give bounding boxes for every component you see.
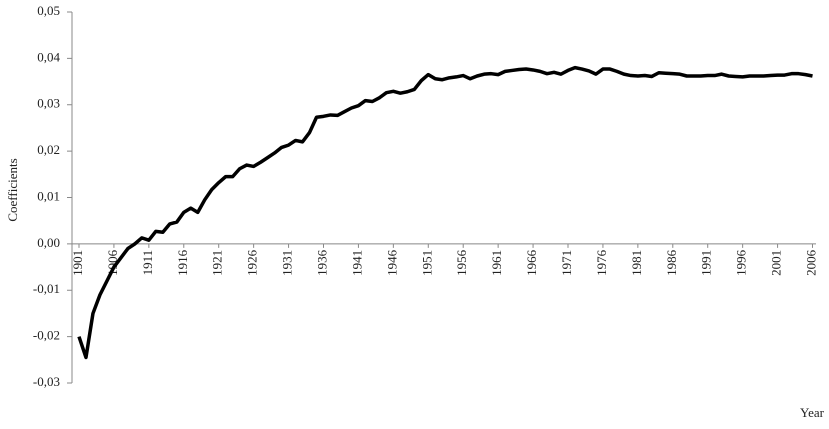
- y-tick-label: -0,01: [33, 281, 60, 296]
- x-tick-label: 1961: [489, 250, 504, 276]
- x-tick-label: 2006: [803, 249, 818, 276]
- x-tick-label: 1956: [454, 249, 469, 276]
- x-tick-label: 1901: [70, 250, 85, 276]
- y-axis-title: Coefficients: [5, 158, 20, 221]
- x-tick-label: 1941: [349, 250, 364, 276]
- y-tick-label: 0,05: [37, 3, 60, 18]
- x-tick-label: 1906: [105, 249, 120, 275]
- x-tick-label: 1936: [314, 249, 329, 276]
- x-tick-label: 1976: [594, 249, 609, 276]
- y-tick-label: 0,02: [37, 142, 60, 157]
- x-tick-label: 1991: [699, 250, 714, 276]
- x-tick-label: 1926: [245, 249, 260, 276]
- x-tick-label: 1971: [559, 250, 574, 276]
- x-tick-label: 1986: [664, 249, 679, 276]
- x-tick-label: 1931: [280, 250, 295, 276]
- y-tick-label: -0,03: [33, 374, 60, 389]
- line: [77, 65, 813, 360]
- x-tick-label: 2001: [769, 250, 784, 276]
- x-tick-label: 1981: [629, 250, 644, 276]
- x-tick-label: 1921: [210, 250, 225, 276]
- x-axis-title: Year: [800, 405, 825, 420]
- y-tick-label: 0,01: [37, 188, 60, 203]
- x-tick-label: 1966: [524, 249, 539, 276]
- y-tick-label: 0,04: [37, 49, 60, 64]
- y-tick-label: -0,02: [33, 328, 60, 343]
- x-tick-label: 1996: [734, 249, 749, 276]
- y-tick-label: 0,03: [37, 96, 60, 111]
- x-tick-label: 1946: [384, 249, 399, 276]
- x-tick-label: 1951: [419, 250, 434, 276]
- y-tick-label: 0,00: [37, 235, 60, 250]
- x-tick-label: 1911: [140, 250, 155, 276]
- x-tick-label: 1916: [175, 249, 190, 276]
